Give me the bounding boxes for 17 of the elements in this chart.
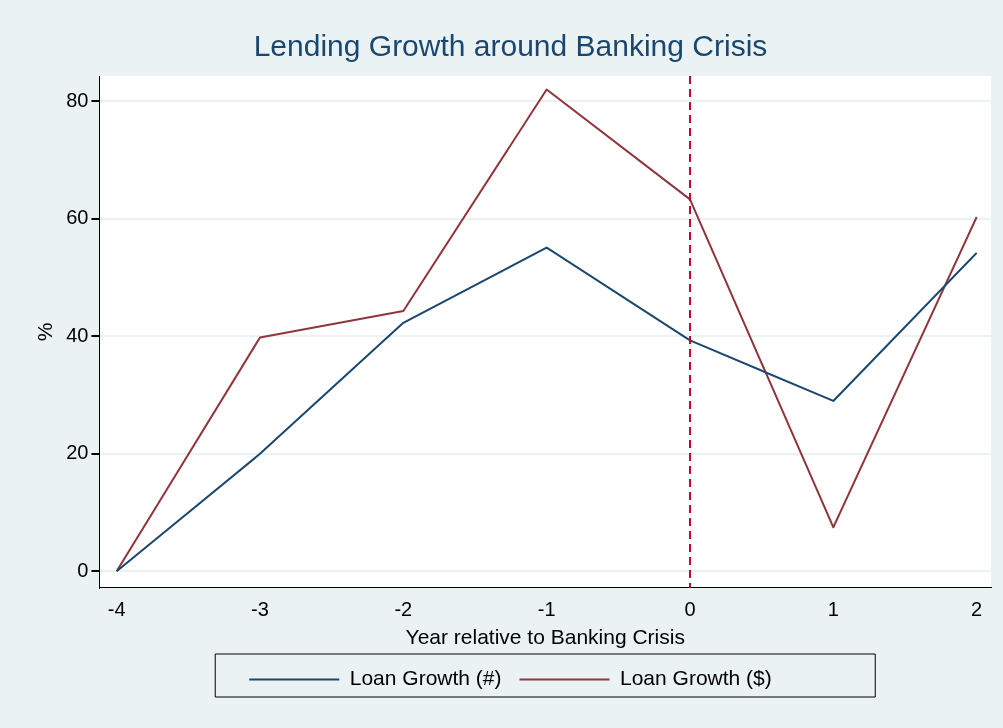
chart-title: Lending Growth around Banking Crisis [253, 29, 768, 63]
y-tick-label: 0 [77, 558, 89, 581]
y-tick-label: 80 [66, 88, 89, 111]
x-tick-label: -4 [107, 598, 126, 621]
x-axis-title: Year relative to Banking Crisis [405, 625, 685, 649]
x-tick-label: 2 [971, 598, 983, 621]
y-tick-label: 40 [66, 323, 89, 346]
x-tick-label: -2 [394, 598, 413, 621]
y-tick-label: 60 [66, 206, 89, 229]
x-tick-label: -3 [251, 598, 269, 621]
x-tick-label: -1 [537, 598, 556, 621]
x-tick-label: 1 [827, 598, 839, 621]
legend-label: Loan Growth (#) [349, 666, 502, 690]
y-axis-title: % [33, 322, 57, 342]
y-tick-label: 20 [66, 441, 89, 464]
x-tick-label: 0 [684, 598, 696, 621]
legend-label: Loan Growth ($) [620, 666, 772, 690]
